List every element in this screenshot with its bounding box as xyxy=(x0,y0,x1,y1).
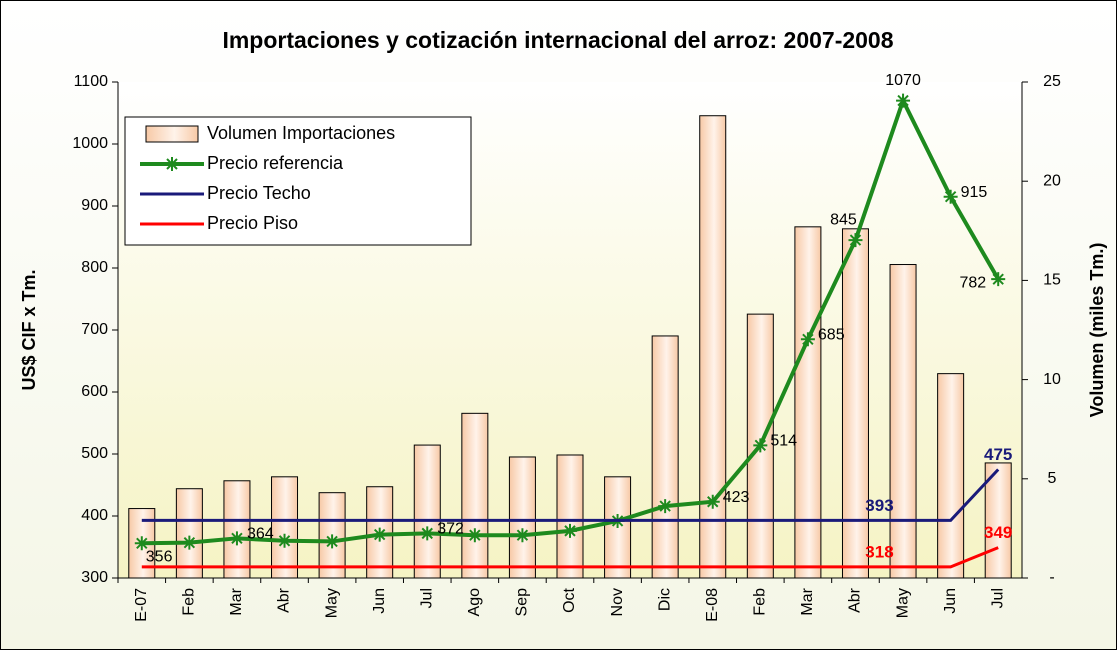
y-axis-label: US$ CIF x Tm. xyxy=(19,269,39,390)
y2-tick-label: 20 xyxy=(1043,172,1061,189)
x-tick-label: Oct xyxy=(561,587,578,612)
x-tick-label: Nov xyxy=(609,588,626,616)
x-tick-label: May xyxy=(323,588,340,618)
marker xyxy=(896,93,911,108)
marker xyxy=(848,233,863,248)
marker xyxy=(420,526,435,541)
marker xyxy=(467,528,482,543)
data-label: 372 xyxy=(437,521,464,538)
y-tick-label: 300 xyxy=(81,569,108,586)
y2-tick-label: - xyxy=(1049,569,1054,586)
y-tick-label: 500 xyxy=(81,445,108,462)
legend-swatch xyxy=(145,125,199,143)
y-tick-label: 800 xyxy=(81,259,108,276)
marker xyxy=(563,523,577,538)
x-tick-label: E-07 xyxy=(133,588,150,622)
x-tick-label: May xyxy=(894,588,911,618)
bar xyxy=(937,373,965,579)
legend-label: Precio Techo xyxy=(207,183,311,203)
x-tick-label: Jul xyxy=(989,588,1006,608)
x-tick-label: E-08 xyxy=(704,588,721,622)
marker xyxy=(325,534,340,549)
bar xyxy=(508,456,536,579)
chart-title: Importaciones y cotización internacional… xyxy=(222,27,893,53)
marker xyxy=(229,531,244,546)
bar xyxy=(889,264,917,579)
x-tick-label: Mar xyxy=(228,587,245,615)
data-label: 364 xyxy=(247,526,274,543)
data-label: 915 xyxy=(961,184,988,201)
data-label: 349 xyxy=(984,523,1012,542)
data-label: 1070 xyxy=(885,72,921,89)
data-label: 356 xyxy=(146,548,173,565)
legend-marker xyxy=(165,157,179,171)
bar xyxy=(175,488,203,579)
data-label: 845 xyxy=(830,211,857,228)
data-label: 393 xyxy=(865,496,893,515)
x-tick-label: Jun xyxy=(371,588,388,614)
marker xyxy=(753,438,768,453)
marker xyxy=(943,189,958,204)
bar xyxy=(794,226,822,579)
x-tick-label: Sep xyxy=(514,588,531,617)
data-label: 685 xyxy=(818,327,845,344)
legend-label: Volumen Importaciones xyxy=(207,123,395,143)
bar xyxy=(461,412,489,579)
line xyxy=(141,546,999,569)
x-tick-label: Abr xyxy=(847,587,864,613)
data-label: 782 xyxy=(960,274,987,291)
y-tick-label: 700 xyxy=(81,321,108,338)
x-tick-label: Feb xyxy=(181,588,198,616)
line xyxy=(141,468,1000,522)
x-tick-label: Feb xyxy=(752,588,769,616)
bar xyxy=(651,335,679,579)
x-tick-label: Ago xyxy=(466,588,483,617)
marker xyxy=(991,272,1006,287)
y-tick-label: 1000 xyxy=(72,135,108,152)
y2-axis-label: Volumen (miles Tm.) xyxy=(1087,243,1107,418)
marker xyxy=(134,536,149,551)
legend: Volumen Importaciones Precio referencia Pr… xyxy=(124,116,472,246)
marker xyxy=(372,527,387,542)
y2-tick-label: 5 xyxy=(1048,470,1057,487)
legend-label: Precio referencia xyxy=(207,153,344,173)
y-tick-label: 900 xyxy=(81,197,108,214)
data-label: 423 xyxy=(723,489,750,506)
y2-tick-label: 10 xyxy=(1043,371,1061,388)
y2-tick-label: 15 xyxy=(1043,272,1061,289)
marker xyxy=(658,499,673,514)
marker xyxy=(515,528,530,543)
data-label: 514 xyxy=(770,433,797,450)
legend-label: Precio Piso xyxy=(207,213,298,233)
x-tick-label: Jul xyxy=(418,588,435,608)
marker xyxy=(705,494,720,509)
marker xyxy=(182,535,197,550)
bar xyxy=(413,444,441,579)
bar xyxy=(271,476,299,579)
y2-tick-label: 25 xyxy=(1043,73,1061,90)
x-tick-label: Abr xyxy=(276,587,293,613)
data-label: 475 xyxy=(984,445,1012,464)
y-tick-label: 400 xyxy=(81,507,108,524)
bar xyxy=(841,228,869,579)
bar xyxy=(984,462,1012,579)
data-label: 318 xyxy=(865,542,893,561)
x-tick-label: Jun xyxy=(942,588,959,614)
y-tick-label: 1100 xyxy=(74,73,109,90)
x-tick-label: Dic xyxy=(656,588,673,611)
y-tick-label: 600 xyxy=(81,383,108,400)
x-tick-label: Mar xyxy=(799,587,816,615)
bar xyxy=(556,454,584,579)
bar xyxy=(223,480,251,579)
marker xyxy=(800,332,815,347)
marker xyxy=(277,533,292,548)
